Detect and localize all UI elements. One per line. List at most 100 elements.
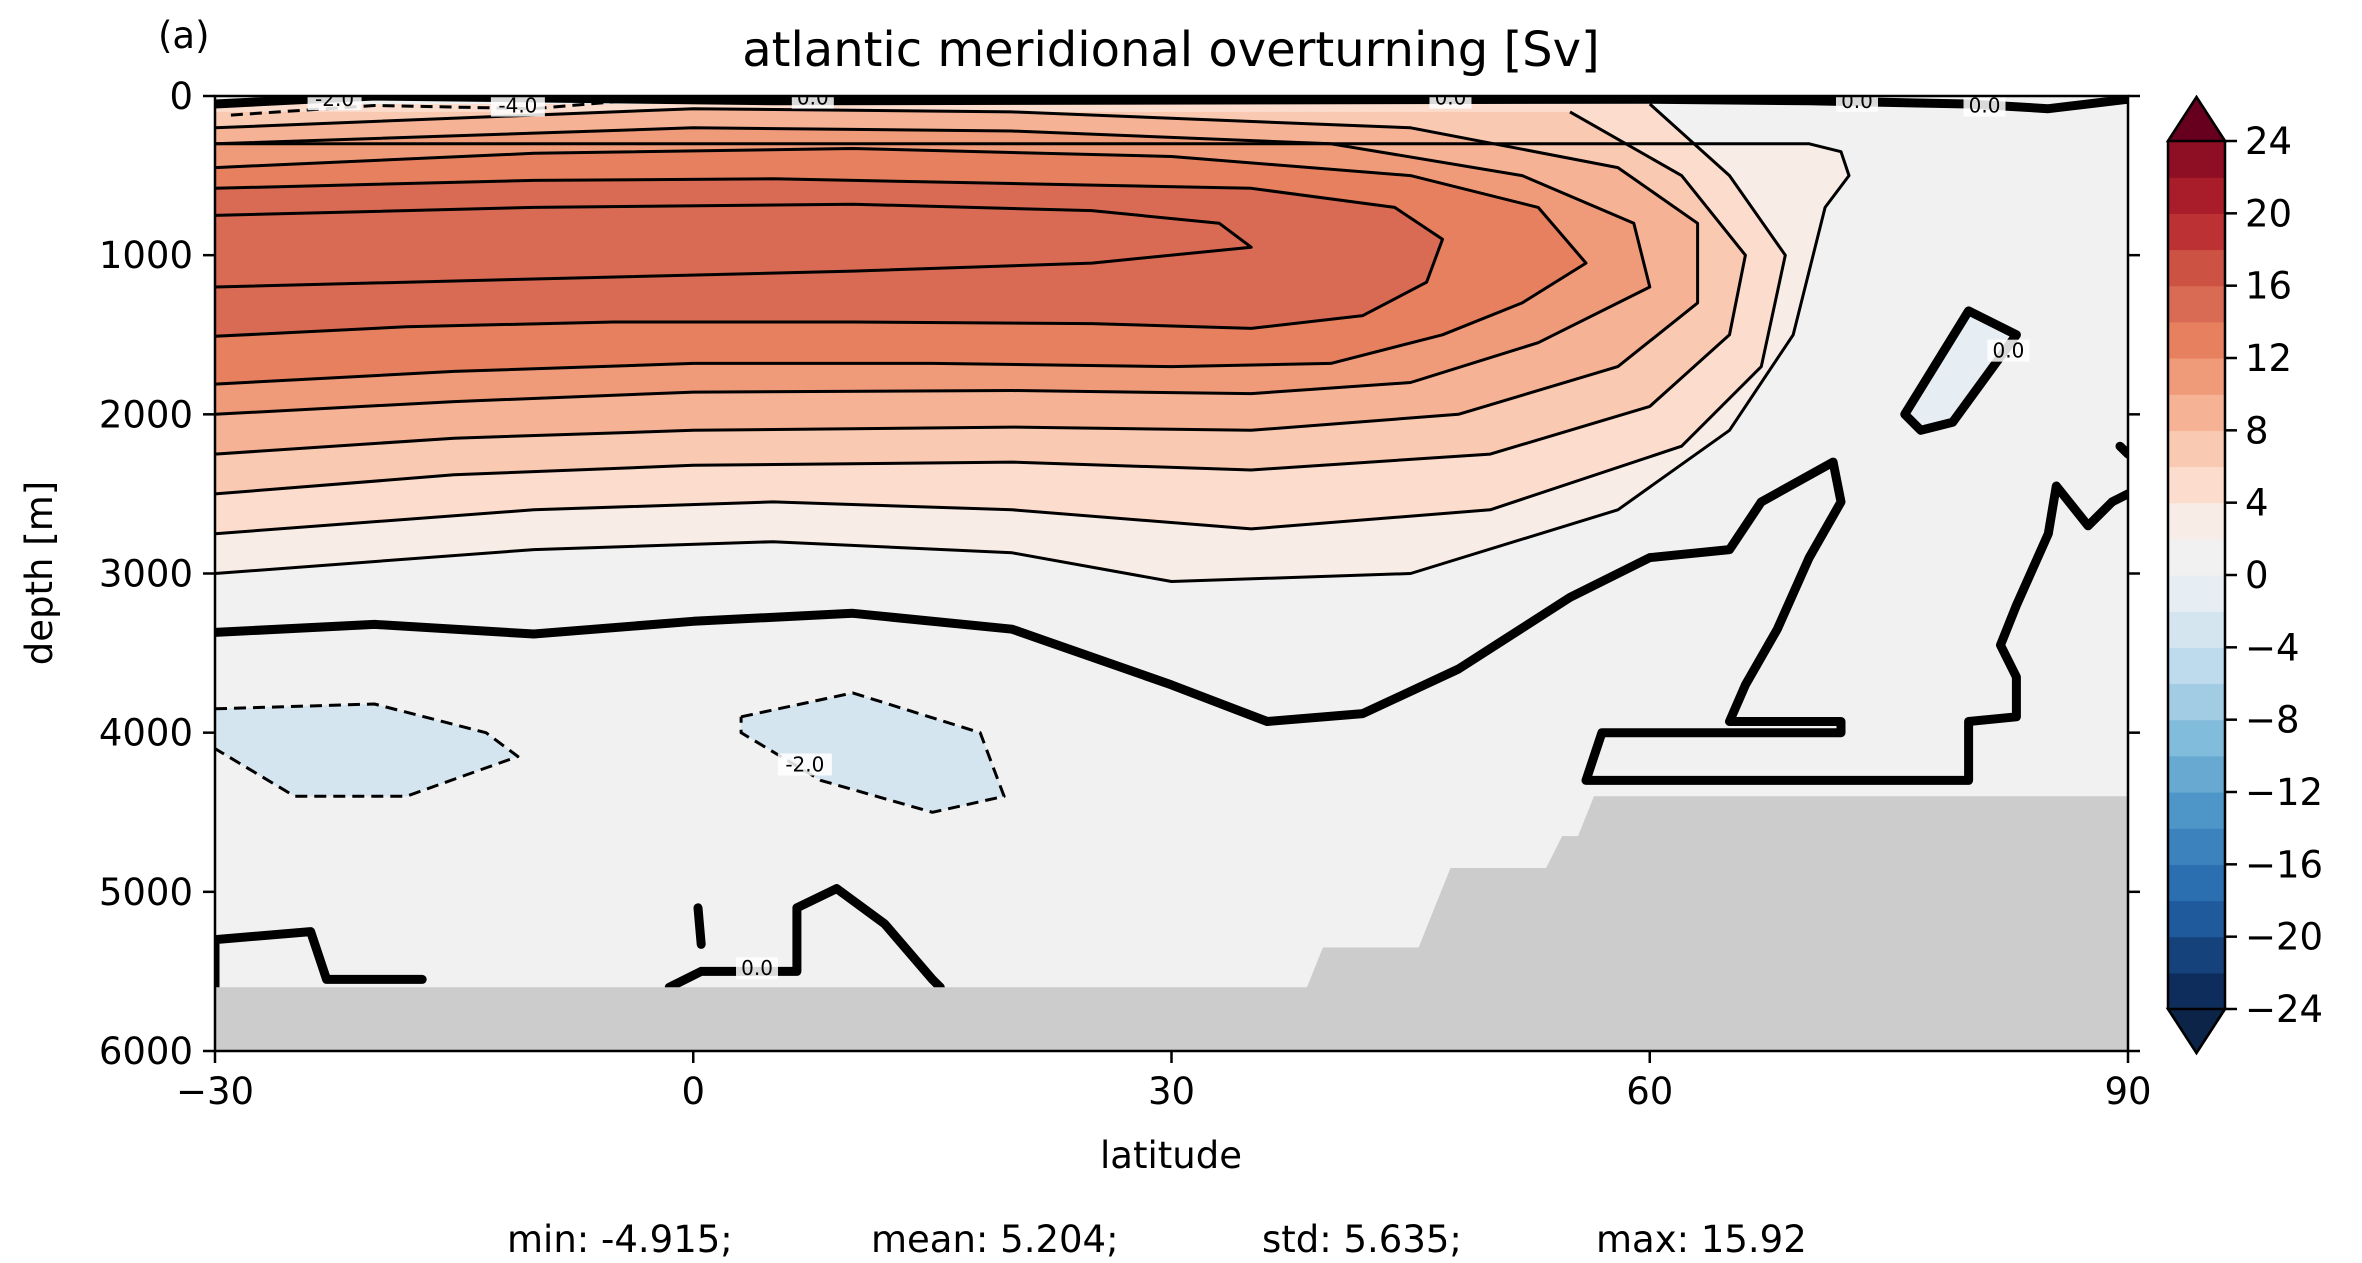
stat-min: min: -4.915; <box>507 1218 733 1261</box>
colorbar-band-4 <box>2168 828 2225 865</box>
y-tick-label-1: 1000 <box>99 234 193 277</box>
colorbar-band-13 <box>2168 502 2225 540</box>
colorbar-band-20 <box>2168 249 2225 287</box>
bathymetry-land <box>215 796 2128 1051</box>
colorbar-band-18 <box>2168 321 2225 359</box>
contour-fill-12 <box>741 692 1005 813</box>
colorbar-band-21 <box>2168 213 2225 251</box>
colorbar-band-7 <box>2168 719 2225 757</box>
contour-label-bg-7 <box>777 753 832 776</box>
positive-contour-5 <box>215 147 1588 386</box>
colorbar-tick-label-4: −8 <box>2245 699 2300 742</box>
contour-label-bg-2 <box>791 96 834 109</box>
colorbar-tick-label-5: −4 <box>2245 626 2300 669</box>
y-tick-label-3: 3000 <box>99 553 193 596</box>
positive-contour-7 <box>215 202 1253 289</box>
colorbar-band-23 <box>2168 141 2225 178</box>
colorbar-band-5 <box>2168 792 2225 829</box>
colorbar-band-15 <box>2168 430 2225 468</box>
colorbar-extend-max <box>2165 94 2228 143</box>
contour-label-8: 0.0 <box>736 956 779 980</box>
positive-contour-6 <box>215 177 1444 338</box>
colorbar-band-12 <box>2168 538 2225 576</box>
y-axis-title: depth [m] <box>18 481 61 665</box>
colorbar-band-6 <box>2168 755 2225 793</box>
stat-max: max: 15.92 <box>1596 1218 1807 1261</box>
colorbar-tick-label-2: −16 <box>2245 843 2323 886</box>
colorbar-extend-min <box>2165 1007 2228 1056</box>
colorbar-band-2 <box>2168 900 2225 938</box>
contour-label-2: 0.0 <box>791 86 834 110</box>
stat-std: std: 5.635; <box>1262 1218 1462 1261</box>
contour-label-0: -2.0 <box>307 96 362 111</box>
positive-contour-0 <box>215 142 1851 583</box>
contour-label-text-8: 0.0 <box>741 956 773 980</box>
y-tick-label-5: 5000 <box>99 871 193 914</box>
zero-contour-3 <box>664 884 945 992</box>
colorbar-band-17 <box>2168 358 2225 395</box>
colorbar-tick-label-3: −12 <box>2245 771 2323 814</box>
contour-label-text-6: 0.0 <box>1993 339 2025 363</box>
contour-label-text-1: -4.0 <box>498 94 537 118</box>
y-tick-label-4: 4000 <box>99 712 193 755</box>
colorbar-band-14 <box>2168 466 2225 504</box>
y-tick-label-2: 2000 <box>99 393 193 436</box>
contour-label-bg-6 <box>1987 339 2030 362</box>
contour-label-bg-8 <box>736 957 779 980</box>
y-tick-label-0: 0 <box>169 75 193 118</box>
colorbar-band-10 <box>2168 611 2225 648</box>
x-tick-label-4: 90 <box>2104 1070 2151 1113</box>
colorbar-band-8 <box>2168 683 2225 721</box>
positive-contour-4 <box>215 126 1652 416</box>
colorbar-band-19 <box>2168 285 2225 323</box>
contour-label-bg-0 <box>307 96 362 111</box>
zero-contour-2 <box>215 927 427 1008</box>
contour-label-4: 0.0 <box>1835 89 1878 113</box>
zero-contour-0 <box>215 457 2128 785</box>
contour-fill-11 <box>215 704 518 797</box>
stat-mean: mean: 5.204; <box>871 1218 1119 1261</box>
chart-title: atlantic meridional overturning [Sv] <box>742 22 1600 78</box>
contour-fill-9 <box>215 178 1443 337</box>
zero-contour-1 <box>1900 306 2021 435</box>
x-tick-label-2: 30 <box>1148 1070 1195 1113</box>
colorbar-band-0 <box>2168 972 2225 1010</box>
contour-label-5: 0.0 <box>1963 94 2006 118</box>
zero-contour-4 <box>693 903 706 949</box>
contour-fill-2 <box>757 888 941 988</box>
panel-label: (a) <box>158 14 210 57</box>
contour-label-6: 0.0 <box>1987 339 2030 363</box>
colorbar-band-22 <box>2168 177 2225 214</box>
contour-label-bg-4 <box>1835 96 1878 112</box>
colorbar-tick-label-6: 0 <box>2245 554 2269 597</box>
colorbar-tick-label-10: 16 <box>2245 265 2292 308</box>
stats-line: min: -4.915; mean: 5.204; std: 5.635; ma… <box>507 1218 1807 1261</box>
colorbar-tick-label-8: 8 <box>2245 409 2269 452</box>
colorbar: −24 −20 −16 −12 −8 −4 0 4 8 12 16 20 24 <box>2165 94 2323 1056</box>
positive-contour-3 <box>215 107 1700 456</box>
x-tick-label-0: −30 <box>176 1070 254 1113</box>
contour-label-text-2: 0.0 <box>797 86 829 110</box>
contour-label-text-5: 0.0 <box>1969 94 2001 118</box>
colorbar-tick-label-7: 4 <box>2245 482 2269 525</box>
colorbar-band-1 <box>2168 936 2225 974</box>
colorbar-tick-label-1: −20 <box>2245 916 2323 959</box>
contour-label-text-7: -2.0 <box>785 753 824 777</box>
contour-label-bg-5 <box>1963 96 2006 117</box>
contour-label-bg-1 <box>490 96 545 117</box>
colorbar-band-11 <box>2168 575 2225 612</box>
negative-contour-0 <box>215 702 520 798</box>
x-tick-label-3: 60 <box>1626 1070 1673 1113</box>
colorbar-band-9 <box>2168 647 2225 685</box>
negative-contour-1 <box>739 691 1006 814</box>
x-axis: −30 0 30 60 90 <box>176 1051 2152 1113</box>
contour-label-text-3: 0.0 <box>1435 86 1467 110</box>
colorbar-band-3 <box>2168 864 2225 902</box>
contour-label-text-4: 0.0 <box>1841 89 1873 113</box>
y-tick-label-6: 6000 <box>99 1030 193 1073</box>
zero-contour-6 <box>2115 441 2128 459</box>
contour-labels: -2.0 -4.0 0.0 0.0 0.0 0.0 0.0 -2.0 0.0 <box>307 86 2030 980</box>
colorbar-tick-label-12: 24 <box>2245 120 2292 163</box>
positive-contour-1 <box>215 102 1787 536</box>
